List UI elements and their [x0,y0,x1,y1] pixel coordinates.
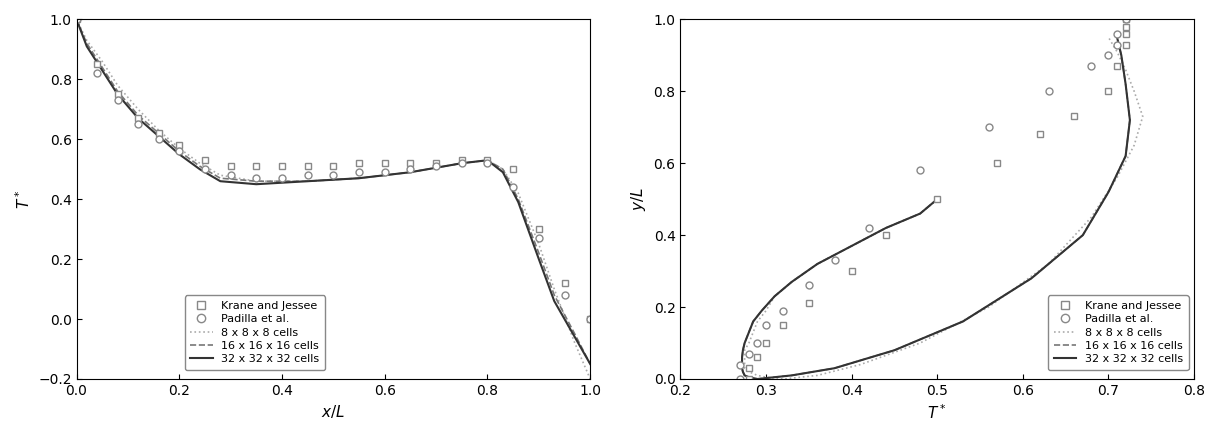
Y-axis label: $y/L$: $y/L$ [629,187,649,211]
Legend: Krane and Jessee, Padilla et al., 8 x 8 x 8 cells, 16 x 16 x 16 cells, 32 x 32 x: Krane and Jessee, Padilla et al., 8 x 8 … [1048,296,1189,370]
X-axis label: $x/L$: $x/L$ [322,403,345,420]
X-axis label: $T^*$: $T^*$ [928,403,947,422]
Legend: Krane and Jessee, Padilla et al., 8 x 8 x 8 cells, 16 x 16 x 16 cells, 32 x 32 x: Krane and Jessee, Padilla et al., 8 x 8 … [185,296,325,370]
Y-axis label: $T^*$: $T^*$ [13,189,33,209]
